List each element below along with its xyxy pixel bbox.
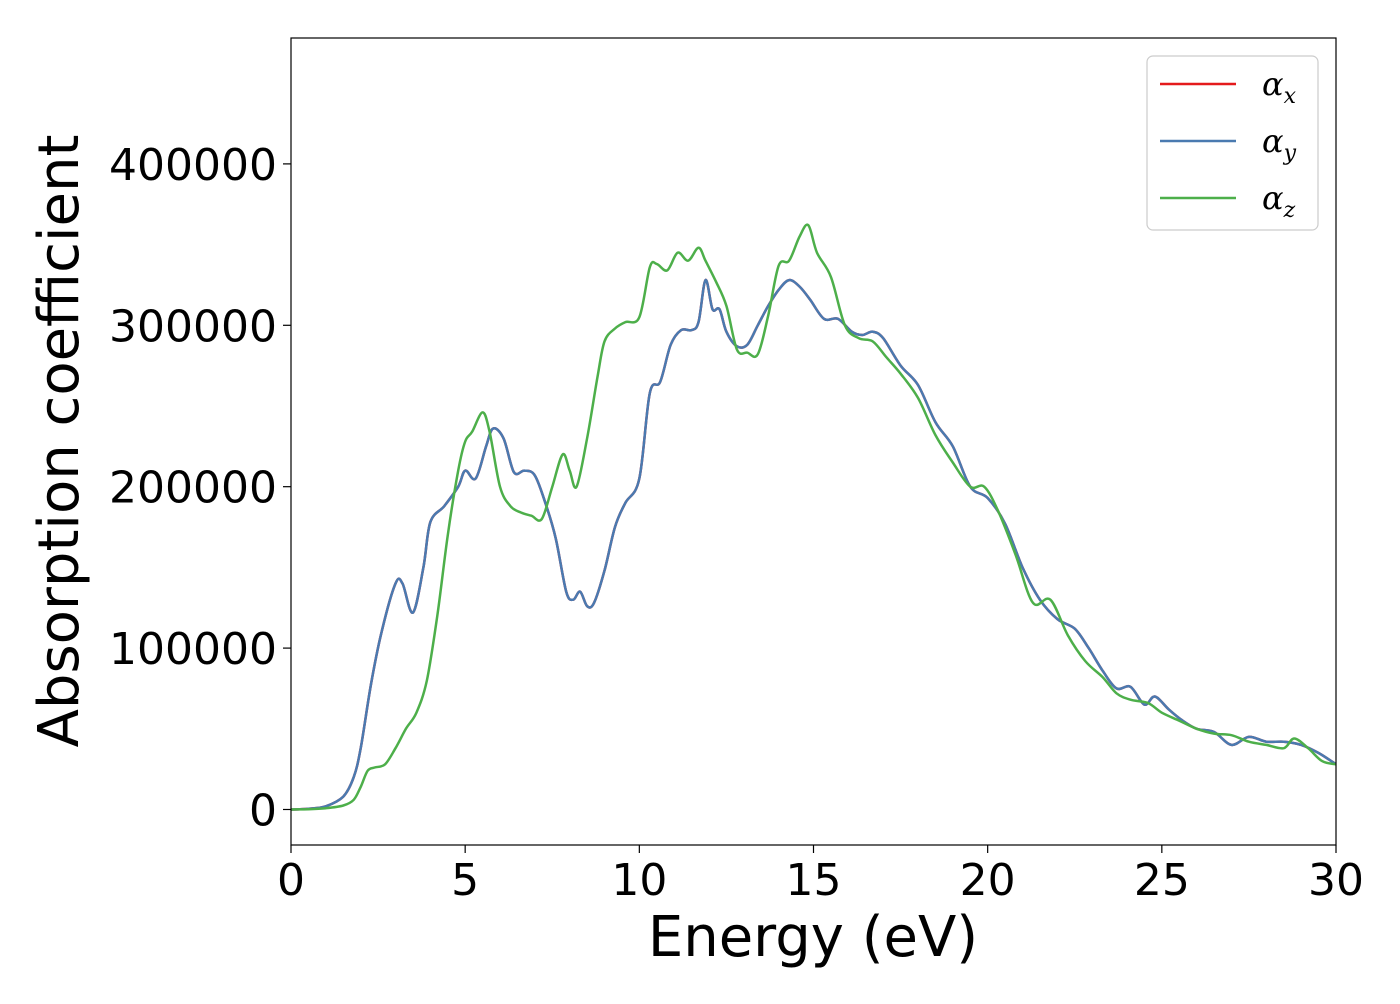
y-axis-ticks: 0 100000 200000 300000 400000 bbox=[109, 140, 291, 836]
y-tick-label: 200000 bbox=[109, 463, 277, 514]
x-tick-label: 0 bbox=[277, 855, 305, 906]
x-tick-label: 10 bbox=[611, 855, 667, 906]
x-axis-label: Energy (eV) bbox=[648, 905, 978, 970]
legend-label-z: αz bbox=[1262, 179, 1296, 223]
x-tick-label: 15 bbox=[786, 855, 842, 906]
x-axis-ticks: 0 5 10 15 20 25 30 bbox=[277, 845, 1364, 906]
series-line-y bbox=[291, 278, 1336, 811]
legend-label-x: αx bbox=[1262, 65, 1297, 109]
legend: αx αy αz bbox=[1146, 55, 1319, 231]
x-tick-label: 20 bbox=[960, 855, 1016, 906]
legend-entries: αx αy αz bbox=[1160, 65, 1297, 223]
x-tick-label: 25 bbox=[1134, 855, 1190, 906]
series-line-z bbox=[291, 223, 1336, 811]
x-tick-label: 5 bbox=[451, 855, 479, 906]
x-tick-label: 30 bbox=[1308, 855, 1364, 906]
y-tick-label: 300000 bbox=[109, 301, 277, 352]
y-tick-label: 0 bbox=[249, 785, 277, 836]
series-layer bbox=[291, 223, 1336, 811]
series-line-x bbox=[291, 278, 1336, 811]
y-tick-label: 400000 bbox=[109, 140, 277, 191]
y-tick-label: 100000 bbox=[109, 624, 277, 675]
y-axis-label: Absorption coefficient bbox=[27, 135, 92, 748]
legend-label-y: αy bbox=[1262, 122, 1297, 166]
legend-box bbox=[1146, 55, 1319, 231]
